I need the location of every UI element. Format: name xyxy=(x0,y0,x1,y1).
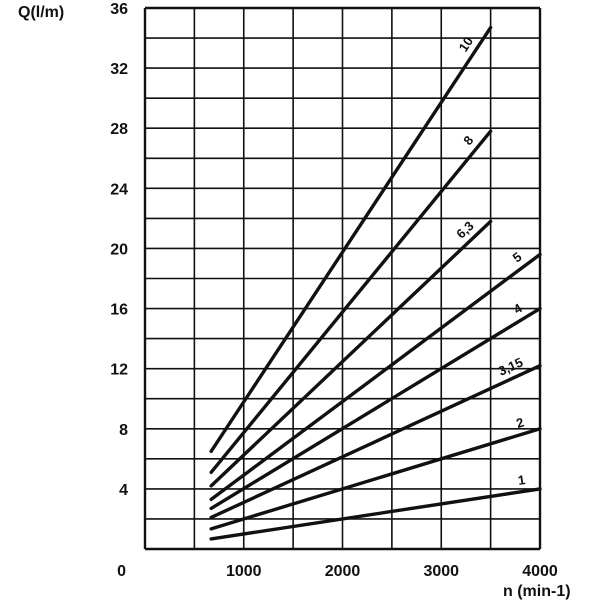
y-tick-label: 32 xyxy=(110,61,128,78)
y-tick-label: 28 xyxy=(110,121,128,138)
series-label: 1 xyxy=(517,472,526,488)
x-tick-label: 3000 xyxy=(423,563,459,580)
y-axis-label: Q(l/m) xyxy=(18,4,64,21)
series-label: 8 xyxy=(460,133,476,148)
series-line-10 xyxy=(209,25,493,454)
y-tick-label: 24 xyxy=(110,181,128,198)
labels: Q(l/m) n (min-1) 0 1000 2000 3000 400048121… xyxy=(18,1,571,600)
grid xyxy=(143,6,542,551)
series-line-5 xyxy=(209,252,542,502)
series-label: 5 xyxy=(510,249,525,265)
series-line-3-15 xyxy=(209,363,542,520)
series-label: 2 xyxy=(514,415,525,431)
y-tick-label: 16 xyxy=(110,302,128,319)
x-axis-label: n (min-1) xyxy=(503,583,571,600)
y-tick-label: 12 xyxy=(110,362,128,379)
series-line-8 xyxy=(209,129,493,475)
y-tick-label: 8 xyxy=(119,422,128,439)
y-tick-label: 4 xyxy=(119,482,128,499)
x-tick-label: 4000 xyxy=(522,563,558,580)
x-tick-label: 1000 xyxy=(226,563,262,580)
series-line-1 xyxy=(209,487,542,541)
series-line-6-3 xyxy=(209,219,493,488)
y-tick-label: 20 xyxy=(110,241,128,258)
origin-tick-label: 0 xyxy=(117,563,126,580)
series-line-2 xyxy=(209,427,542,531)
y-tick-label: 36 xyxy=(110,1,128,18)
series-lines xyxy=(209,25,542,541)
series-label: 10 xyxy=(456,34,476,54)
x-tick-label: 2000 xyxy=(325,563,361,580)
series-line-4 xyxy=(209,306,542,511)
